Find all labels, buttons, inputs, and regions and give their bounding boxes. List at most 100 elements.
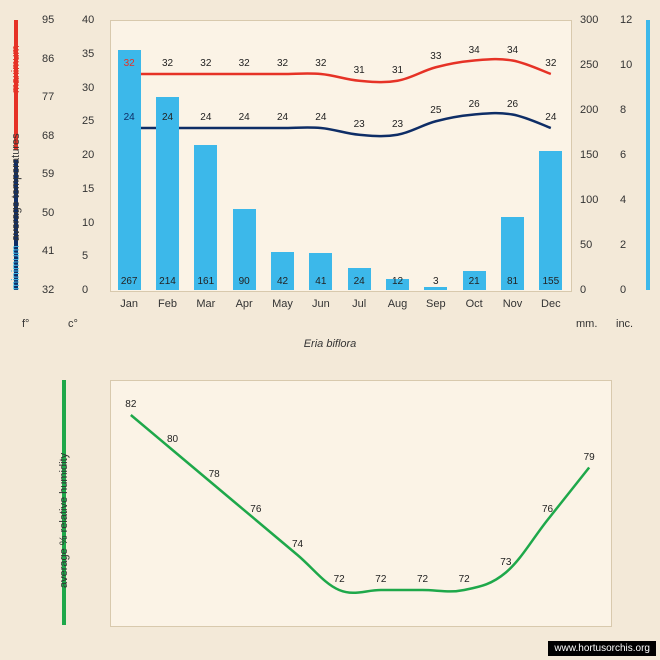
min-temp-value: 24 — [539, 112, 563, 123]
month-label: Jan — [113, 298, 145, 310]
tick-fahrenheit: 77 — [42, 91, 54, 103]
min-temp-value: 24 — [271, 112, 295, 123]
month-label: Aug — [382, 298, 414, 310]
rainfall-bar — [156, 97, 179, 290]
max-temp-value: 34 — [501, 45, 525, 56]
max-temp-value: 32 — [271, 58, 295, 69]
label-humidity: average % relative humidity — [58, 453, 70, 588]
rainfall-value: 214 — [153, 276, 183, 287]
unit-inches: inc. — [616, 318, 633, 330]
max-temp-value: 32 — [194, 58, 218, 69]
month-label: Nov — [497, 298, 529, 310]
rainfall-value: 161 — [191, 276, 221, 287]
tick-inch: 6 — [620, 149, 626, 161]
label-avg-temp: average temperatures — [10, 134, 22, 242]
rainfall-value: 21 — [459, 276, 489, 287]
tick-celsius: 40 — [82, 14, 94, 26]
humidity-value: 76 — [244, 504, 268, 515]
humidity-value: 72 — [369, 574, 393, 585]
min-temp-value: 24 — [156, 112, 180, 123]
max-temp-value: 32 — [156, 58, 180, 69]
rainfall-value: 155 — [536, 276, 566, 287]
rainfall-value: 3 — [421, 276, 451, 287]
month-label: Dec — [535, 298, 567, 310]
month-label: Apr — [228, 298, 260, 310]
tick-celsius: 0 — [82, 284, 88, 296]
rainfall-value: 81 — [498, 276, 528, 287]
month-label: Feb — [152, 298, 184, 310]
max-temp-value: 32 — [309, 58, 333, 69]
label-maximum: maximum — [10, 45, 22, 93]
tick-fahrenheit: 41 — [42, 245, 54, 257]
humidity-value: 82 — [119, 399, 143, 410]
tick-fahrenheit: 32 — [42, 284, 54, 296]
label-minimum: minimum — [10, 245, 22, 290]
tick-mm: 100 — [580, 194, 598, 206]
max-temp-value: 34 — [462, 45, 486, 56]
month-label: Jun — [305, 298, 337, 310]
humidity-value: 72 — [327, 574, 351, 585]
max-temp-value: 32 — [117, 58, 141, 69]
rainfall-value: 41 — [306, 276, 336, 287]
rainfall-value: 90 — [229, 276, 259, 287]
tick-inch: 4 — [620, 194, 626, 206]
rainfall-value: 12 — [383, 276, 413, 287]
tick-inch: 0 — [620, 284, 626, 296]
humidity-value: 72 — [411, 574, 435, 585]
tick-celsius: 35 — [82, 48, 94, 60]
tick-inch: 8 — [620, 104, 626, 116]
tick-mm: 50 — [580, 239, 592, 251]
tick-mm: 200 — [580, 104, 598, 116]
month-label: Mar — [190, 298, 222, 310]
max-temp-value: 31 — [386, 65, 410, 76]
max-temp-value: 31 — [347, 65, 371, 76]
min-temp-value: 23 — [347, 119, 371, 130]
rainfall-bar — [424, 287, 447, 290]
footer-link[interactable]: www.hortusorchis.org — [548, 641, 656, 656]
rainfall-axis-bar — [646, 20, 650, 290]
tick-celsius: 15 — [82, 183, 94, 195]
min-temp-value: 24 — [117, 112, 141, 123]
rainfall-bar — [118, 50, 141, 290]
tick-celsius: 20 — [82, 149, 94, 161]
unit-mm: mm. — [576, 318, 597, 330]
tick-mm: 150 — [580, 149, 598, 161]
tick-inch: 12 — [620, 14, 632, 26]
max-temp-value: 32 — [539, 58, 563, 69]
tick-celsius: 25 — [82, 115, 94, 127]
month-label: May — [267, 298, 299, 310]
rainfall-value: 42 — [268, 276, 298, 287]
min-temp-value: 24 — [194, 112, 218, 123]
humidity-value: 78 — [202, 469, 226, 480]
tick-inch: 2 — [620, 239, 626, 251]
max-temp-value: 32 — [232, 58, 256, 69]
month-label: Oct — [458, 298, 490, 310]
humidity-value: 74 — [286, 539, 310, 550]
tick-celsius: 30 — [82, 82, 94, 94]
humidity-value: 76 — [536, 504, 560, 515]
month-label: Jul — [343, 298, 375, 310]
humidity-value: 73 — [494, 557, 518, 568]
month-label: Sep — [420, 298, 452, 310]
min-temp-value: 26 — [462, 99, 486, 110]
max-temp-value: 33 — [424, 51, 448, 62]
tick-mm: 250 — [580, 59, 598, 71]
tick-fahrenheit: 86 — [42, 53, 54, 65]
min-temp-value: 23 — [386, 119, 410, 130]
humidity-value: 80 — [161, 434, 185, 445]
min-temp-value: 24 — [232, 112, 256, 123]
tick-fahrenheit: 50 — [42, 207, 54, 219]
tick-fahrenheit: 68 — [42, 130, 54, 142]
tick-mm: 300 — [580, 14, 598, 26]
rainfall-bar — [194, 145, 217, 290]
min-temp-value: 26 — [501, 99, 525, 110]
min-temp-value: 25 — [424, 105, 448, 116]
min-temp-value: 24 — [309, 112, 333, 123]
tick-mm: 0 — [580, 284, 586, 296]
rainfall-value: 267 — [114, 276, 144, 287]
tick-inch: 10 — [620, 59, 632, 71]
humidity-value: 79 — [577, 452, 601, 463]
tick-celsius: 5 — [82, 250, 88, 262]
species-title: Eria biflora — [0, 338, 660, 350]
tick-celsius: 10 — [82, 217, 94, 229]
